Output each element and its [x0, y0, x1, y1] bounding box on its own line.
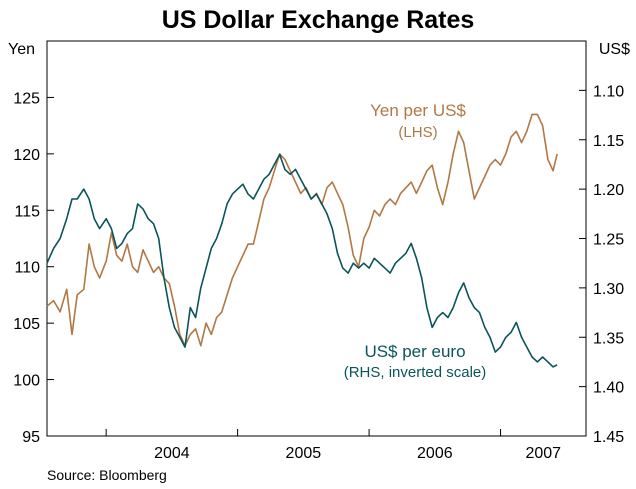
euro-series-line [46, 153, 558, 368]
right-tick-label: 1.30 [593, 281, 624, 298]
right-axis-label: US$ [599, 41, 630, 58]
x-axis: 2004 2005 2006 2007 [105, 429, 561, 462]
left-tick-label: 120 [13, 147, 40, 164]
yen-annotation-line1: Yen per US$ [370, 101, 466, 120]
left-tick-label: 100 [13, 373, 40, 390]
yen-annotation-line2: (LHS) [398, 124, 437, 141]
series-layer [46, 113, 558, 368]
right-tick-label: 1.45 [593, 429, 624, 446]
right-tick-label: 1.15 [593, 133, 624, 150]
source-note: Source: Bloomberg [47, 467, 167, 483]
year-label: 2005 [286, 445, 322, 462]
right-tick-label: 1.10 [593, 83, 624, 100]
year-label: 2004 [154, 445, 190, 462]
left-tick-label: 95 [22, 429, 40, 446]
euro-annotation-line1: US$ per euro [364, 342, 465, 361]
plot-frame [46, 40, 587, 437]
year-label: 2006 [417, 445, 453, 462]
left-axis-label: Yen [8, 41, 35, 58]
right-axis-ticks: 1.10 1.15 1.20 1.25 1.30 1.35 1.40 1.45 [579, 83, 624, 446]
right-tick-label: 1.20 [593, 182, 624, 199]
right-tick-label: 1.35 [593, 330, 624, 347]
left-tick-label: 115 [14, 203, 40, 220]
right-tick-label: 1.25 [593, 232, 624, 249]
euro-annotation-line2: (RHS, inverted scale) [344, 364, 487, 381]
chart-title: US Dollar Exchange Rates [162, 6, 475, 34]
left-tick-label: 105 [13, 316, 40, 333]
right-tick-label: 1.40 [593, 380, 624, 397]
left-tick-label: 125 [13, 90, 40, 107]
yen-series-line [46, 113, 558, 347]
left-axis-ticks: 95 100 105 110 115 120 125 [13, 90, 54, 446]
year-label: 2007 [525, 445, 561, 462]
left-tick-label: 110 [14, 260, 40, 277]
